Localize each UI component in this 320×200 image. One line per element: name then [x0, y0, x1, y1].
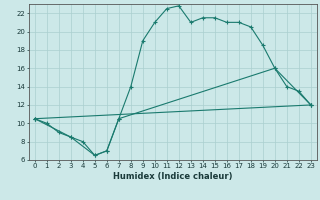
X-axis label: Humidex (Indice chaleur): Humidex (Indice chaleur) [113, 172, 233, 181]
